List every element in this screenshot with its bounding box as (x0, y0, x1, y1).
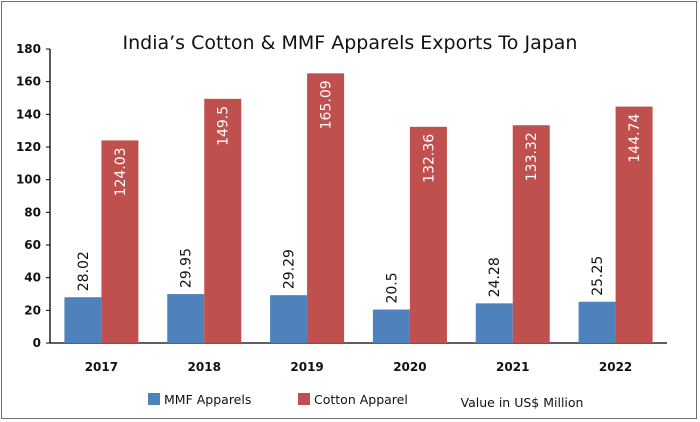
y-tick-label: 20 (24, 303, 41, 317)
x-tick-label: 2022 (599, 360, 632, 374)
bar (204, 98, 242, 343)
data-label: 132.36 (421, 134, 437, 183)
data-label: 29.95 (179, 248, 195, 288)
bar (578, 301, 616, 343)
y-tick-label: 40 (24, 271, 41, 285)
data-label: 124.03 (113, 147, 129, 196)
y-tick-label: 120 (16, 140, 41, 154)
data-label: 149.5 (216, 106, 232, 146)
x-tick-label: 2017 (85, 360, 118, 374)
legend: MMF Apparels Cotton Apparel (148, 392, 408, 407)
y-tick-label: 60 (24, 238, 41, 252)
bar (167, 294, 205, 343)
bar (475, 303, 513, 343)
data-label: 25.25 (590, 256, 606, 296)
bar (372, 309, 410, 343)
bar (64, 297, 102, 343)
y-tick-label: 160 (16, 75, 41, 89)
chart-title: India’s Cotton & MMF Apparels Exports To… (123, 32, 578, 54)
legend-label: Cotton Apparel (314, 392, 408, 407)
y-tick-label: 140 (16, 107, 41, 121)
x-tick-label: 2021 (496, 360, 529, 374)
data-label: 24.28 (487, 257, 503, 297)
bar (307, 73, 345, 343)
data-label: 28.02 (76, 251, 92, 291)
bar (409, 126, 447, 343)
axes: 0 20 40 60 80 100 120 140 160 180 2017 2018 2019 2020… (16, 42, 667, 374)
data-label: 29.29 (282, 249, 298, 289)
x-tick-label: 2019 (290, 360, 323, 374)
legend-swatch (298, 393, 310, 405)
bar (101, 140, 139, 343)
data-labels: 28.02 124.03 29.95 149.5 29.29 165.09 20.5 132.… (76, 80, 643, 303)
legend-label: MMF Apparels (164, 392, 251, 407)
y-tick-label: 180 (16, 42, 41, 56)
data-label: 133.32 (524, 132, 540, 181)
data-label: 165.09 (319, 80, 335, 129)
y-tick-label: 0 (33, 336, 41, 350)
units-note: Value in US$ Million (461, 395, 584, 410)
legend-swatch (148, 393, 160, 405)
y-tick-label: 80 (24, 205, 41, 219)
x-tick-label: 2020 (393, 360, 426, 374)
bar (270, 295, 308, 343)
bar (512, 125, 550, 343)
x-tick-label: 2018 (188, 360, 221, 374)
bar (615, 106, 653, 343)
data-label: 20.5 (384, 272, 400, 303)
y-tick-label: 100 (16, 173, 41, 187)
data-label: 144.74 (627, 114, 643, 163)
bars (64, 73, 653, 343)
